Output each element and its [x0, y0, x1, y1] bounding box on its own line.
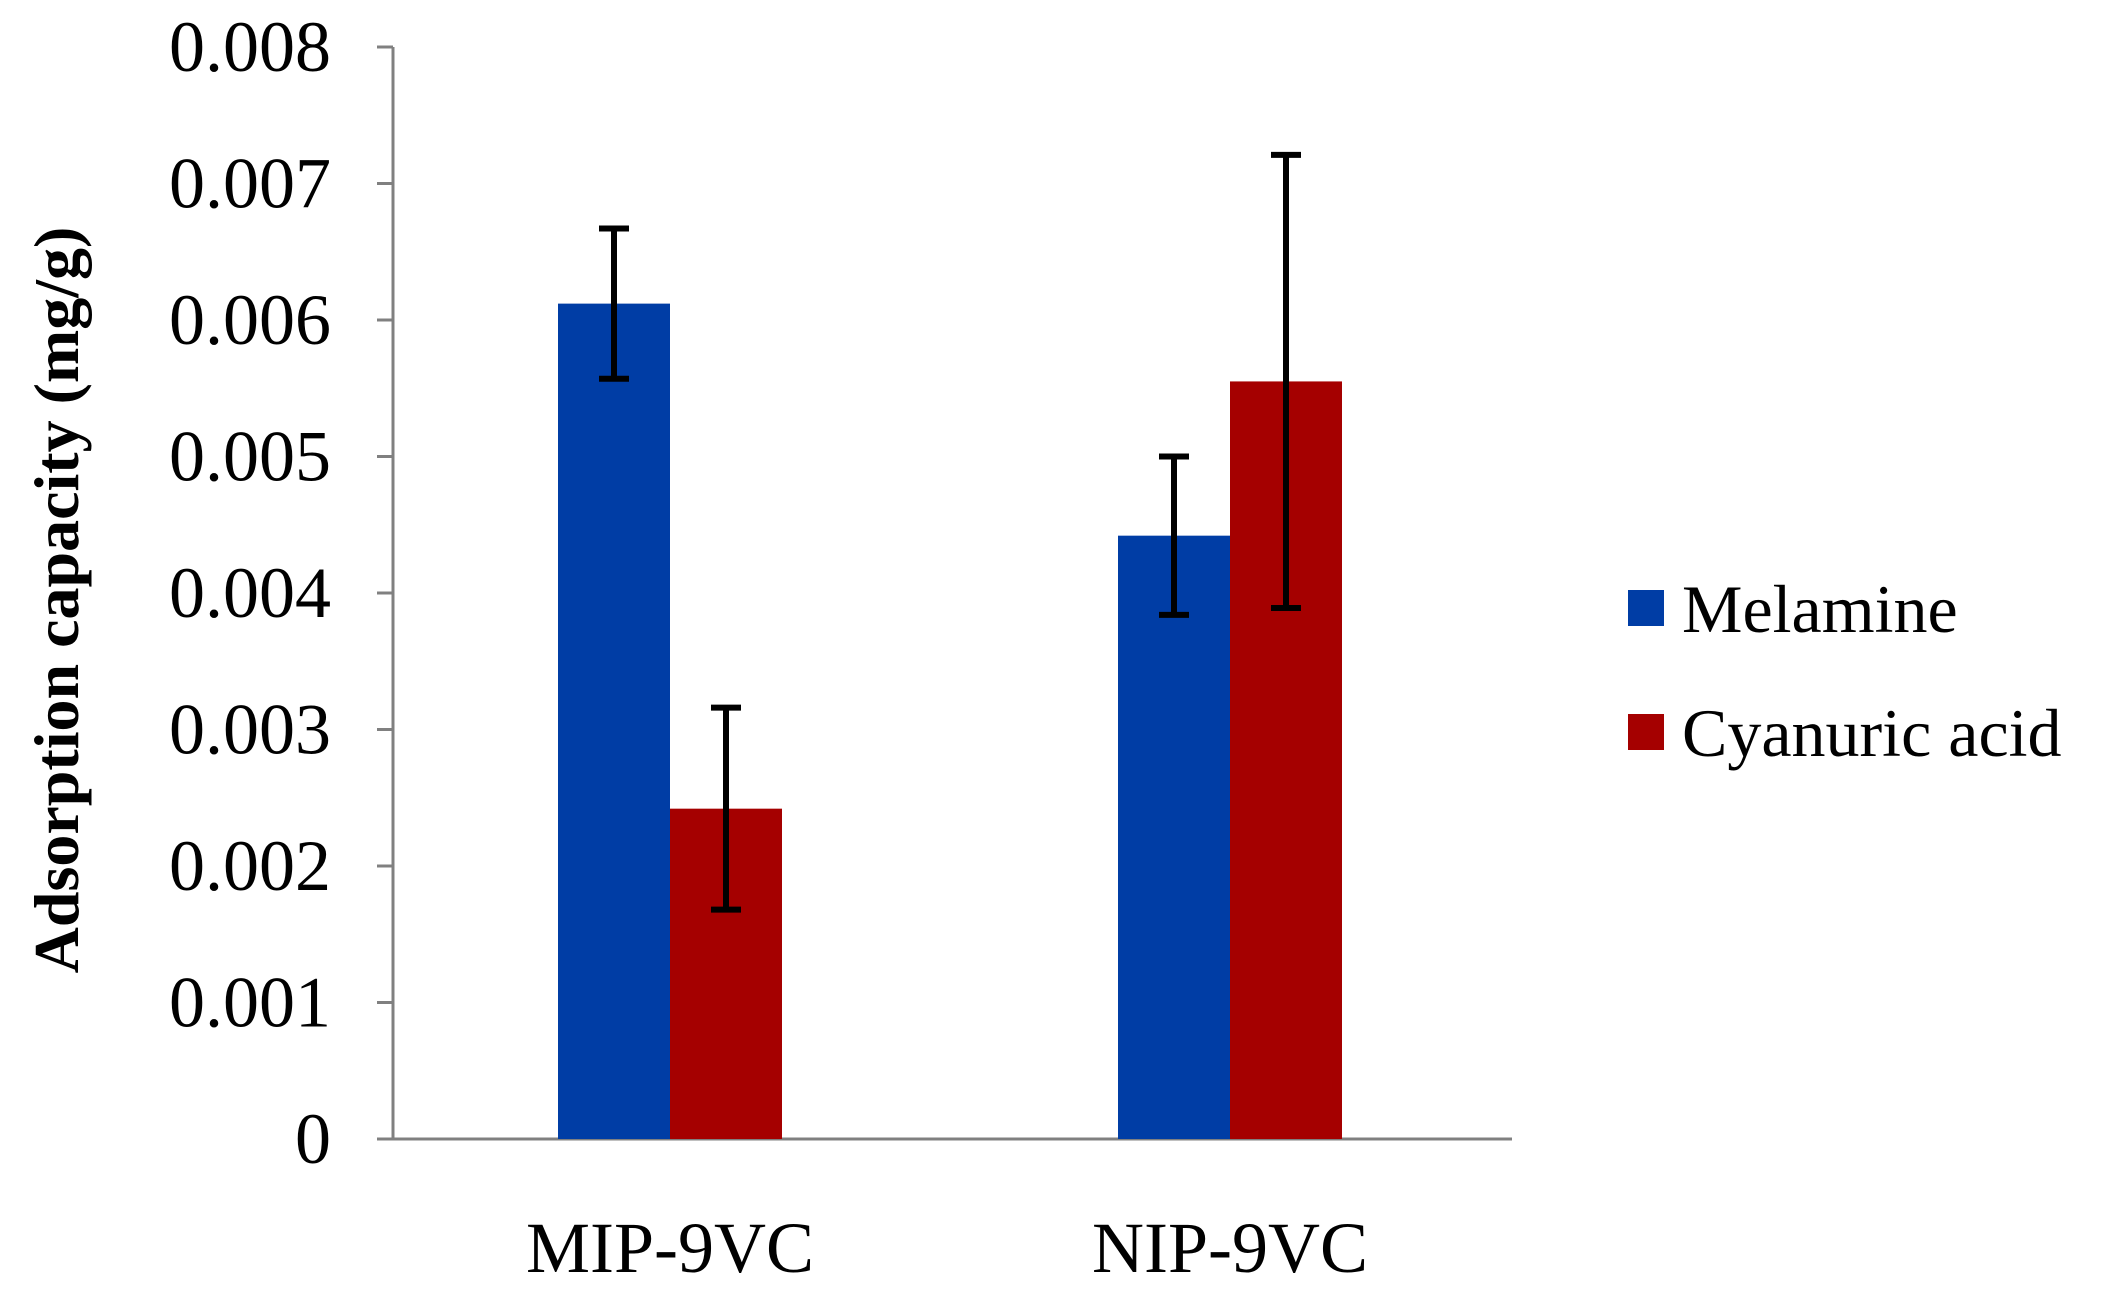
x-category-label: NIP-9VC — [1092, 1208, 1368, 1288]
bar-melamine-nip-9vc — [1118, 535, 1230, 1139]
y-axis-title: Adsorption capacity (mg/g) — [21, 227, 92, 974]
y-tick-label: 0.003 — [169, 690, 331, 770]
legend-swatch-cyanuric-acid — [1628, 714, 1664, 750]
y-tick-label: 0.004 — [169, 553, 331, 633]
legend-swatch-melamine — [1628, 590, 1664, 626]
y-tick-label: 0.001 — [169, 963, 331, 1043]
legend: Melamine Cyanuric acid — [1628, 571, 2062, 771]
y-tick-label: 0.007 — [169, 144, 331, 224]
x-category-label: MIP-9VC — [526, 1208, 814, 1288]
y-tick-label: 0.008 — [169, 7, 331, 87]
legend-label-melamine: Melamine — [1682, 571, 1958, 647]
bar-melamine-mip-9vc — [558, 303, 670, 1139]
legend-label-cyanuric-acid: Cyanuric acid — [1682, 695, 2062, 771]
y-tick-label: 0.006 — [169, 280, 331, 360]
y-tick-label: 0.005 — [169, 417, 331, 497]
y-tick-label: 0 — [295, 1099, 331, 1179]
y-tick-label: 0.002 — [169, 826, 331, 906]
